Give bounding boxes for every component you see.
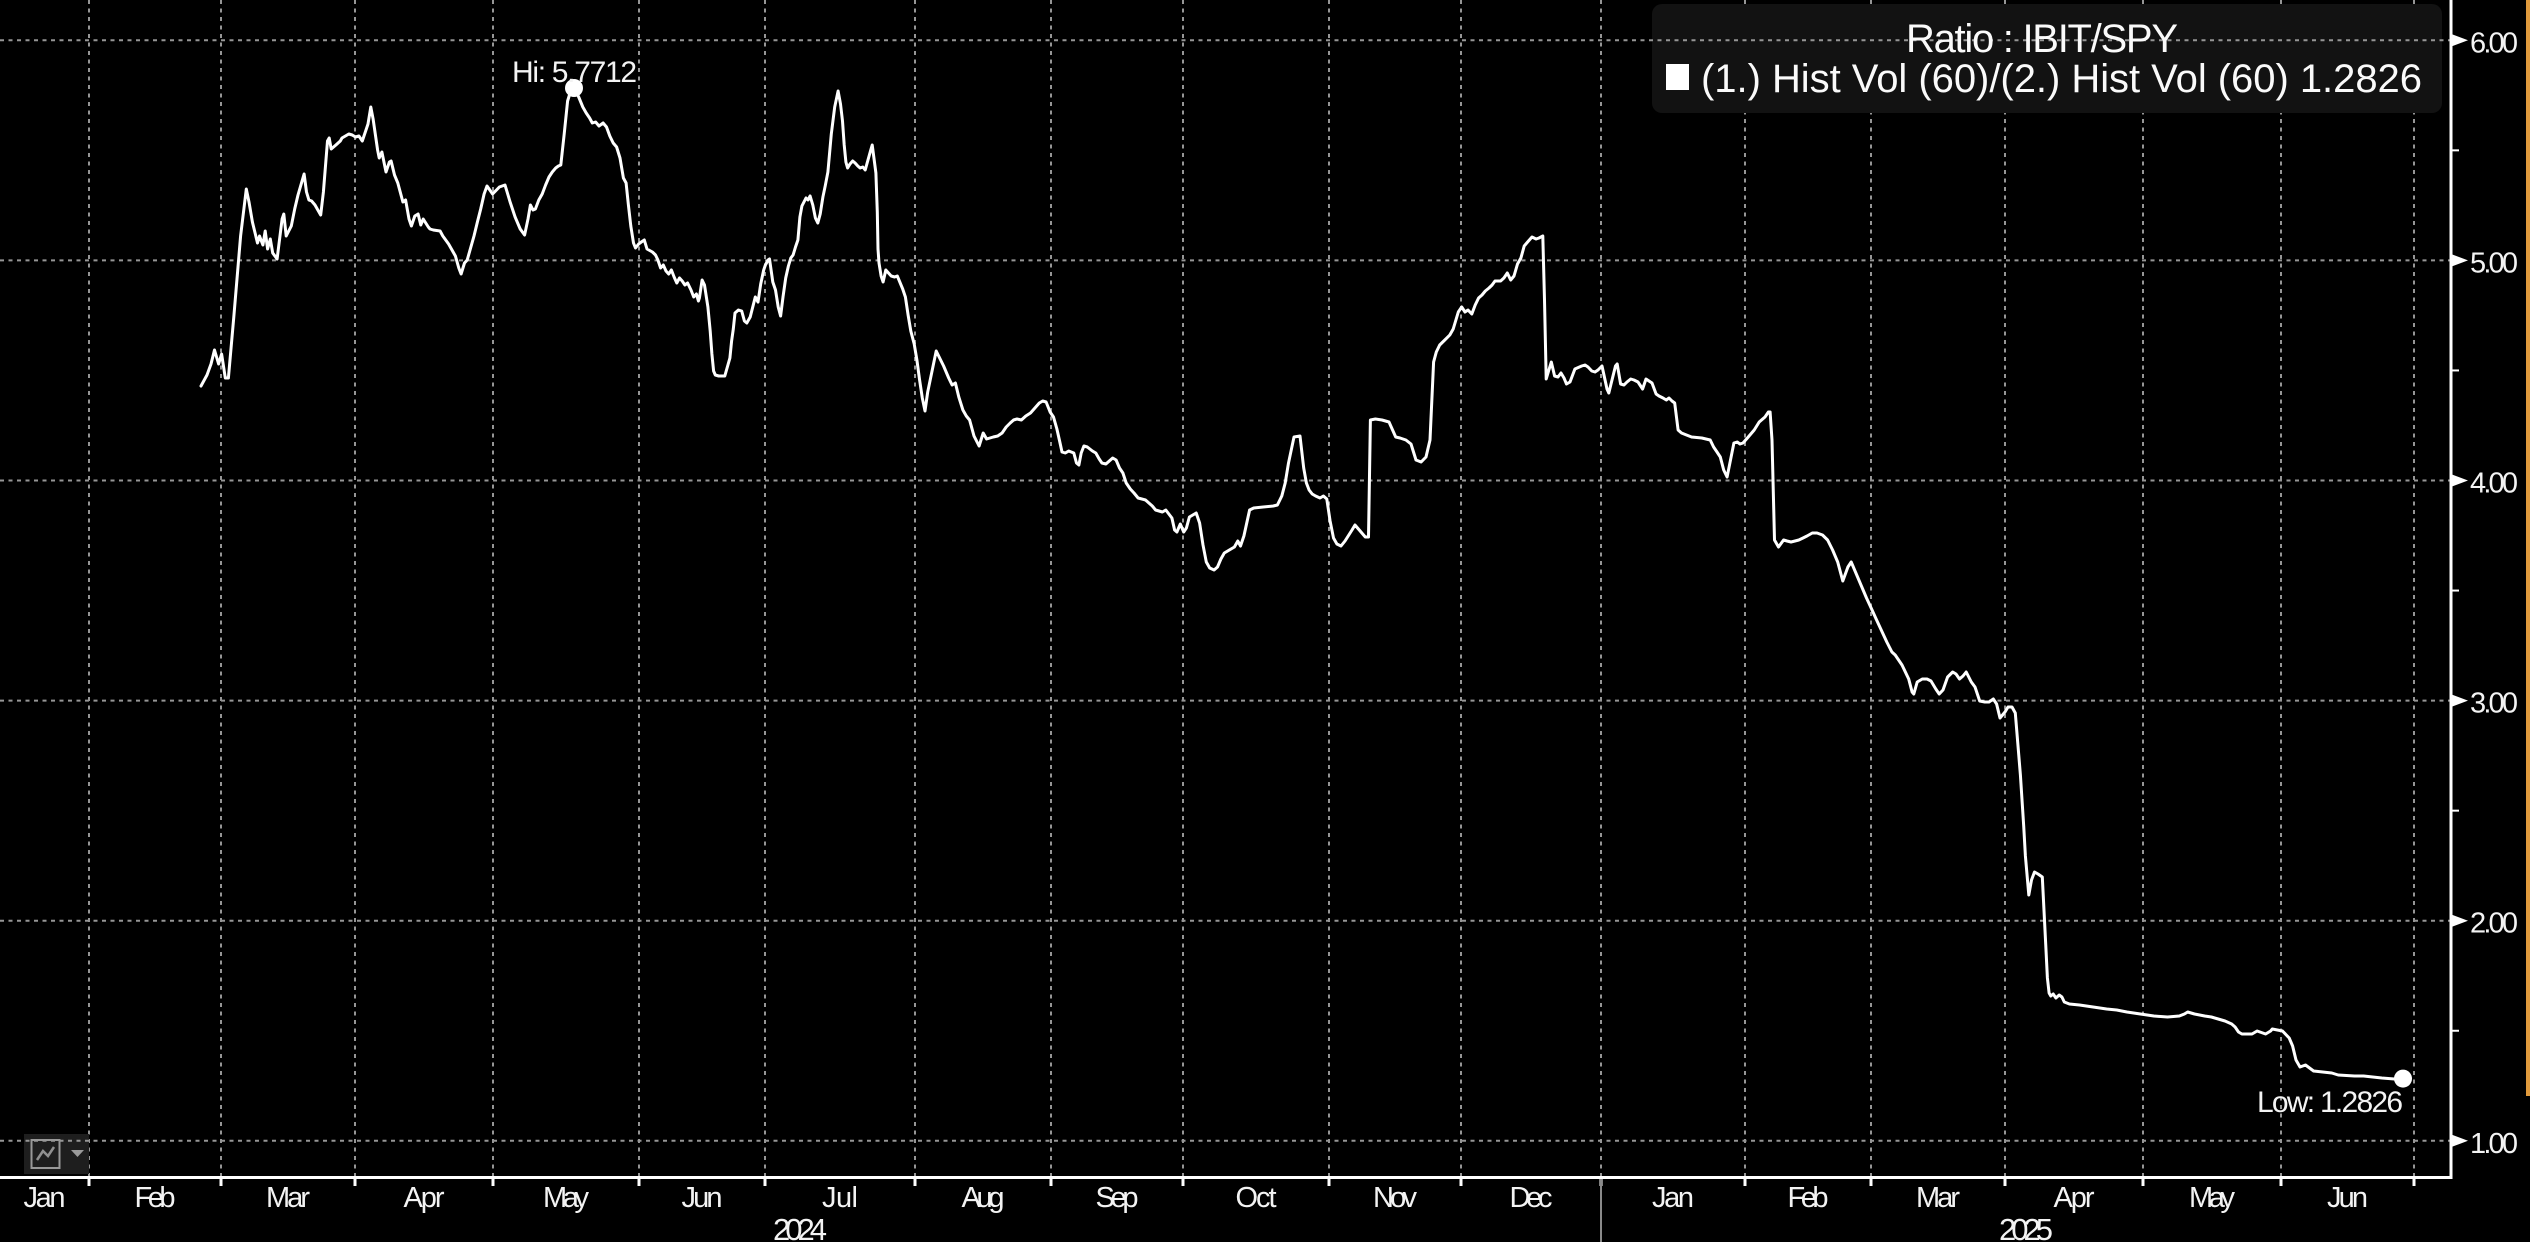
svg-text:5.00: 5.00	[2470, 247, 2518, 279]
svg-text:Jul: Jul	[822, 1182, 858, 1214]
svg-text:Jun: Jun	[682, 1182, 723, 1214]
svg-text:6.00: 6.00	[2470, 27, 2518, 59]
svg-text:May: May	[543, 1182, 590, 1214]
svg-text:Mar: Mar	[266, 1182, 310, 1214]
svg-text:Mar: Mar	[1916, 1182, 1960, 1214]
svg-text:2024: 2024	[773, 1212, 827, 1242]
svg-text:Sep: Sep	[1096, 1182, 1139, 1214]
svg-text:2025: 2025	[1999, 1212, 2053, 1242]
svg-text:Dec: Dec	[1510, 1182, 1553, 1214]
svg-text:3.00: 3.00	[2470, 688, 2518, 720]
svg-text:Low: 1.2826: Low: 1.2826	[2257, 1086, 2403, 1119]
svg-text:Oct: Oct	[1236, 1182, 1277, 1214]
svg-text:Aug: Aug	[962, 1182, 1005, 1214]
svg-text:Apr: Apr	[2054, 1182, 2095, 1214]
svg-text:Jan: Jan	[1652, 1182, 1694, 1214]
svg-text:Feb: Feb	[1788, 1182, 1829, 1214]
svg-text:Jan: Jan	[24, 1182, 66, 1214]
svg-text:Jun: Jun	[2327, 1182, 2368, 1214]
svg-text:May: May	[2189, 1182, 2236, 1214]
svg-text:4.00: 4.00	[2470, 468, 2518, 500]
svg-text:Apr: Apr	[404, 1182, 445, 1214]
svg-text:2.00: 2.00	[2470, 908, 2518, 940]
svg-text:(1.) Hist Vol (60)/(2.) Hist V: (1.) Hist Vol (60)/(2.) Hist Vol (60) 1.…	[1701, 57, 2422, 101]
svg-text:Hi: 5.7712: Hi: 5.7712	[512, 56, 637, 89]
svg-text:Ratio : IBIT/SPY: Ratio : IBIT/SPY	[1906, 17, 2178, 61]
svg-text:Feb: Feb	[135, 1182, 176, 1214]
svg-text:1.00: 1.00	[2470, 1128, 2518, 1160]
svg-text:Nov: Nov	[1373, 1182, 1418, 1214]
